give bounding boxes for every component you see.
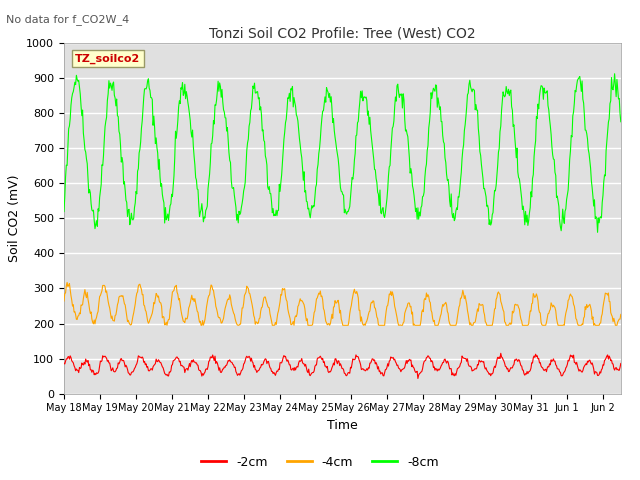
X-axis label: Time: Time	[327, 419, 358, 432]
Legend: -2cm, -4cm, -8cm: -2cm, -4cm, -8cm	[196, 451, 444, 474]
Text: TZ_soilco2: TZ_soilco2	[75, 54, 140, 64]
Text: No data for f_CO2W_4: No data for f_CO2W_4	[6, 14, 130, 25]
Y-axis label: Soil CO2 (mV): Soil CO2 (mV)	[8, 175, 20, 262]
Title: Tonzi Soil CO2 Profile: Tree (West) CO2: Tonzi Soil CO2 Profile: Tree (West) CO2	[209, 27, 476, 41]
